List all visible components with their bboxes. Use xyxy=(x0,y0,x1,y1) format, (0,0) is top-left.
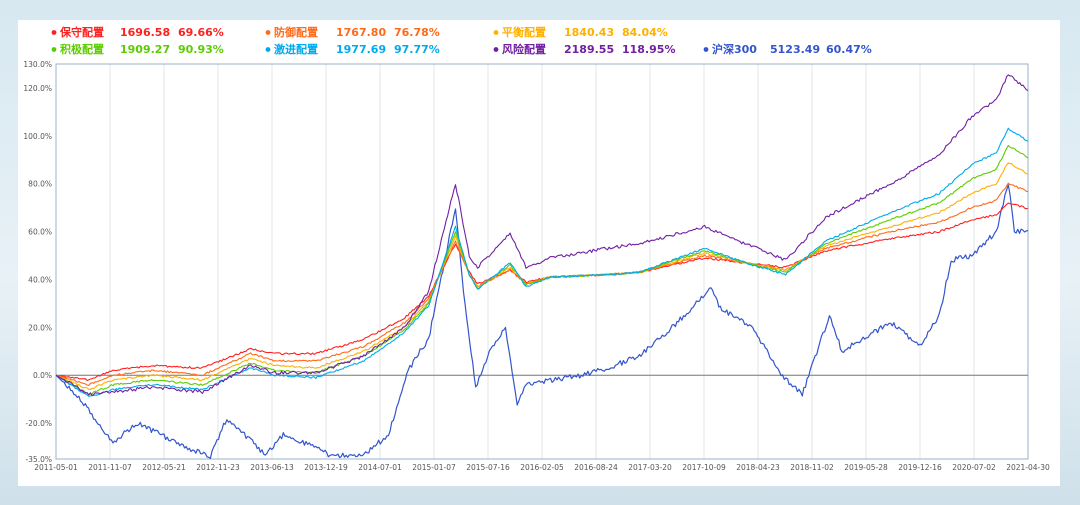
legend-series-value: 1977.69 xyxy=(336,43,386,56)
x-tick-label: 2017-10-09 xyxy=(682,463,726,472)
legend-series-value: 5123.49 xyxy=(770,43,820,56)
legend-marker xyxy=(265,47,271,52)
legend-marker xyxy=(265,30,271,35)
legend-marker xyxy=(51,30,57,35)
y-tick-label: 80.0% xyxy=(28,180,52,189)
y-tick-label: 0.0% xyxy=(33,371,52,380)
legend-series-name: 保守配置 xyxy=(59,25,104,39)
legend-series-name: 平衡配置 xyxy=(502,25,546,39)
legend-series-name: 沪深300 xyxy=(712,42,757,56)
legend-marker xyxy=(51,47,57,52)
x-tick-label: 2021-04-30 xyxy=(1006,463,1050,472)
legend: 保守配置 1696.58 69.66% 防御配置 1767.80 76.78% 平衡配置 18… xyxy=(51,25,872,56)
legend-series-value: 2189.55 xyxy=(564,43,614,56)
x-tick-label: 2014-07-01 xyxy=(358,463,402,472)
legend-series-pct: 97.77% xyxy=(394,43,440,56)
series-lines xyxy=(55,74,1029,459)
legend-series-pct: 60.47% xyxy=(826,43,872,56)
x-tick-label: 2016-08-24 xyxy=(574,463,618,472)
x-axis-ticks: 2011-05-01 2011-11-07 2012-05-21 2012-11-23… xyxy=(34,463,1050,472)
x-tick-label: 2013-12-19 xyxy=(304,463,348,472)
legend-marker xyxy=(493,30,499,35)
chart-card: 保守配置 1696.58 69.66% 防御配置 1767.80 76.78% 平衡配置 18… xyxy=(18,20,1060,486)
series-line-4 xyxy=(55,127,1029,397)
x-tick-label: 2015-07-16 xyxy=(466,463,510,472)
y-axis-ticks: 130.0% 120.0% 100.0% 80.0% 60.0% 40.0% 20.0% 0.… xyxy=(23,60,52,464)
grid xyxy=(109,64,975,459)
x-tick-label: 2011-05-01 xyxy=(34,463,78,472)
legend-series-name: 防御配置 xyxy=(274,25,318,39)
x-tick-label: 2017-03-20 xyxy=(628,463,672,472)
legend-series-value: 1840.43 xyxy=(564,26,614,39)
x-tick-label: 2015-01-07 xyxy=(412,463,456,472)
x-tick-label: 2019-05-28 xyxy=(844,463,888,472)
legend-series-pct: 90.93% xyxy=(178,43,224,56)
y-tick-label: -35.0% xyxy=(25,455,52,464)
chart-canvas: 保守配置 1696.58 69.66% 防御配置 1767.80 76.78% 平衡配置 18… xyxy=(23,25,1050,472)
series-line-0 xyxy=(55,202,1029,382)
x-tick-label: 2019-12-16 xyxy=(898,463,942,472)
x-tick-label: 2020-07-02 xyxy=(952,463,996,472)
y-tick-label: 20.0% xyxy=(28,323,52,332)
legend-marker xyxy=(493,47,499,52)
y-tick-label: 130.0% xyxy=(23,60,52,69)
series-line-6 xyxy=(55,184,1029,459)
y-tick-label: 100.0% xyxy=(23,132,52,141)
x-tick-label: 2016-02-05 xyxy=(520,463,564,472)
x-tick-label: 2018-11-02 xyxy=(790,463,834,472)
series-line-5 xyxy=(55,74,1029,396)
plot-area-border xyxy=(55,63,1029,460)
legend-series-value: 1767.80 xyxy=(336,26,386,39)
y-tick-label: 120.0% xyxy=(23,84,52,93)
legend-series-value: 1909.27 xyxy=(120,43,170,56)
legend-series-pct: 69.66% xyxy=(178,26,224,39)
y-tick-label: -20.0% xyxy=(25,419,52,428)
legend-series-pct: 118.95% xyxy=(622,43,675,56)
x-tick-label: 2012-05-21 xyxy=(142,463,186,472)
x-tick-label: 2012-11-23 xyxy=(196,463,240,472)
x-tick-label: 2013-06-13 xyxy=(250,463,294,472)
legend-series-pct: 84.04% xyxy=(622,26,668,39)
legend-series-value: 1696.58 xyxy=(120,26,170,39)
x-tick-label: 2011-11-07 xyxy=(88,463,132,472)
series-line-2 xyxy=(55,162,1029,391)
legend-series-pct: 76.78% xyxy=(394,26,440,39)
y-tick-label: 60.0% xyxy=(28,228,52,237)
legend-series-name: 积极配置 xyxy=(60,42,104,56)
x-tick-label: 2018-04-23 xyxy=(736,463,780,472)
legend-series-name: 激进配置 xyxy=(274,42,318,56)
legend-series-name: 风险配置 xyxy=(502,42,546,56)
legend-marker xyxy=(703,47,709,52)
y-tick-label: 40.0% xyxy=(28,275,52,284)
